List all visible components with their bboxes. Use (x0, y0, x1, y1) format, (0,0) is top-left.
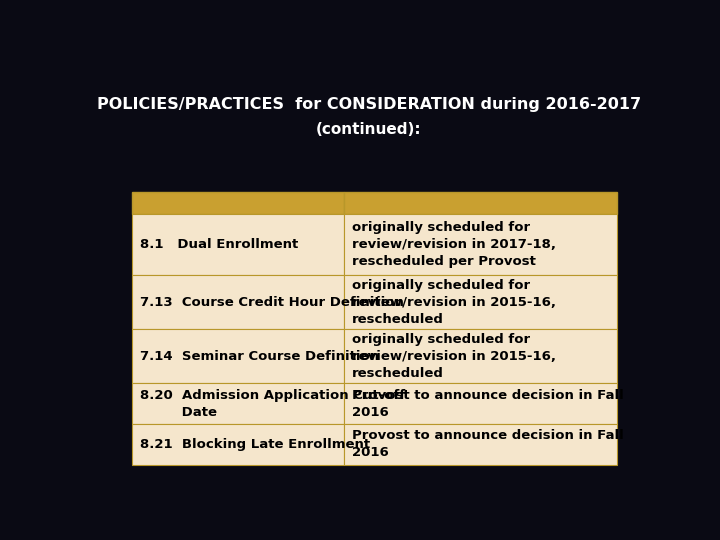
Text: 8.21  Blocking Late Enrollment: 8.21 Blocking Late Enrollment (140, 438, 370, 451)
Text: originally scheduled for
review/revision in 2015-16,
rescheduled: originally scheduled for review/revision… (352, 279, 557, 326)
FancyBboxPatch shape (344, 383, 617, 424)
Text: 7.13  Course Credit Hour Definition: 7.13 Course Credit Hour Definition (140, 296, 404, 309)
FancyBboxPatch shape (132, 383, 344, 424)
Text: Provost to announce decision in Fall
2016: Provost to announce decision in Fall 201… (352, 429, 624, 460)
FancyBboxPatch shape (344, 424, 617, 465)
Text: POLICIES/PRACTICES  for CONSIDERATION during 2016-2017: POLICIES/PRACTICES for CONSIDERATION dur… (97, 97, 641, 112)
FancyBboxPatch shape (344, 275, 617, 329)
FancyBboxPatch shape (344, 214, 617, 275)
Text: 7.14  Seminar Course Definition: 7.14 Seminar Course Definition (140, 350, 379, 363)
Text: originally scheduled for
review/revision in 2017-18,
rescheduled per Provost: originally scheduled for review/revision… (352, 221, 557, 268)
FancyBboxPatch shape (344, 192, 617, 214)
FancyBboxPatch shape (132, 275, 344, 329)
Text: (continued):: (continued): (316, 122, 422, 137)
FancyBboxPatch shape (132, 424, 344, 465)
FancyBboxPatch shape (132, 192, 344, 214)
Text: Provost to announce decision in Fall
2016: Provost to announce decision in Fall 201… (352, 389, 624, 419)
Text: 8.20  Admission Application Cut-off
         Date: 8.20 Admission Application Cut-off Date (140, 389, 405, 419)
FancyBboxPatch shape (132, 214, 344, 275)
Text: originally scheduled for
review/revision in 2015-16,
rescheduled: originally scheduled for review/revision… (352, 333, 557, 380)
FancyBboxPatch shape (344, 329, 617, 383)
FancyBboxPatch shape (132, 329, 344, 383)
Text: 8.1   Dual Enrollment: 8.1 Dual Enrollment (140, 238, 299, 251)
